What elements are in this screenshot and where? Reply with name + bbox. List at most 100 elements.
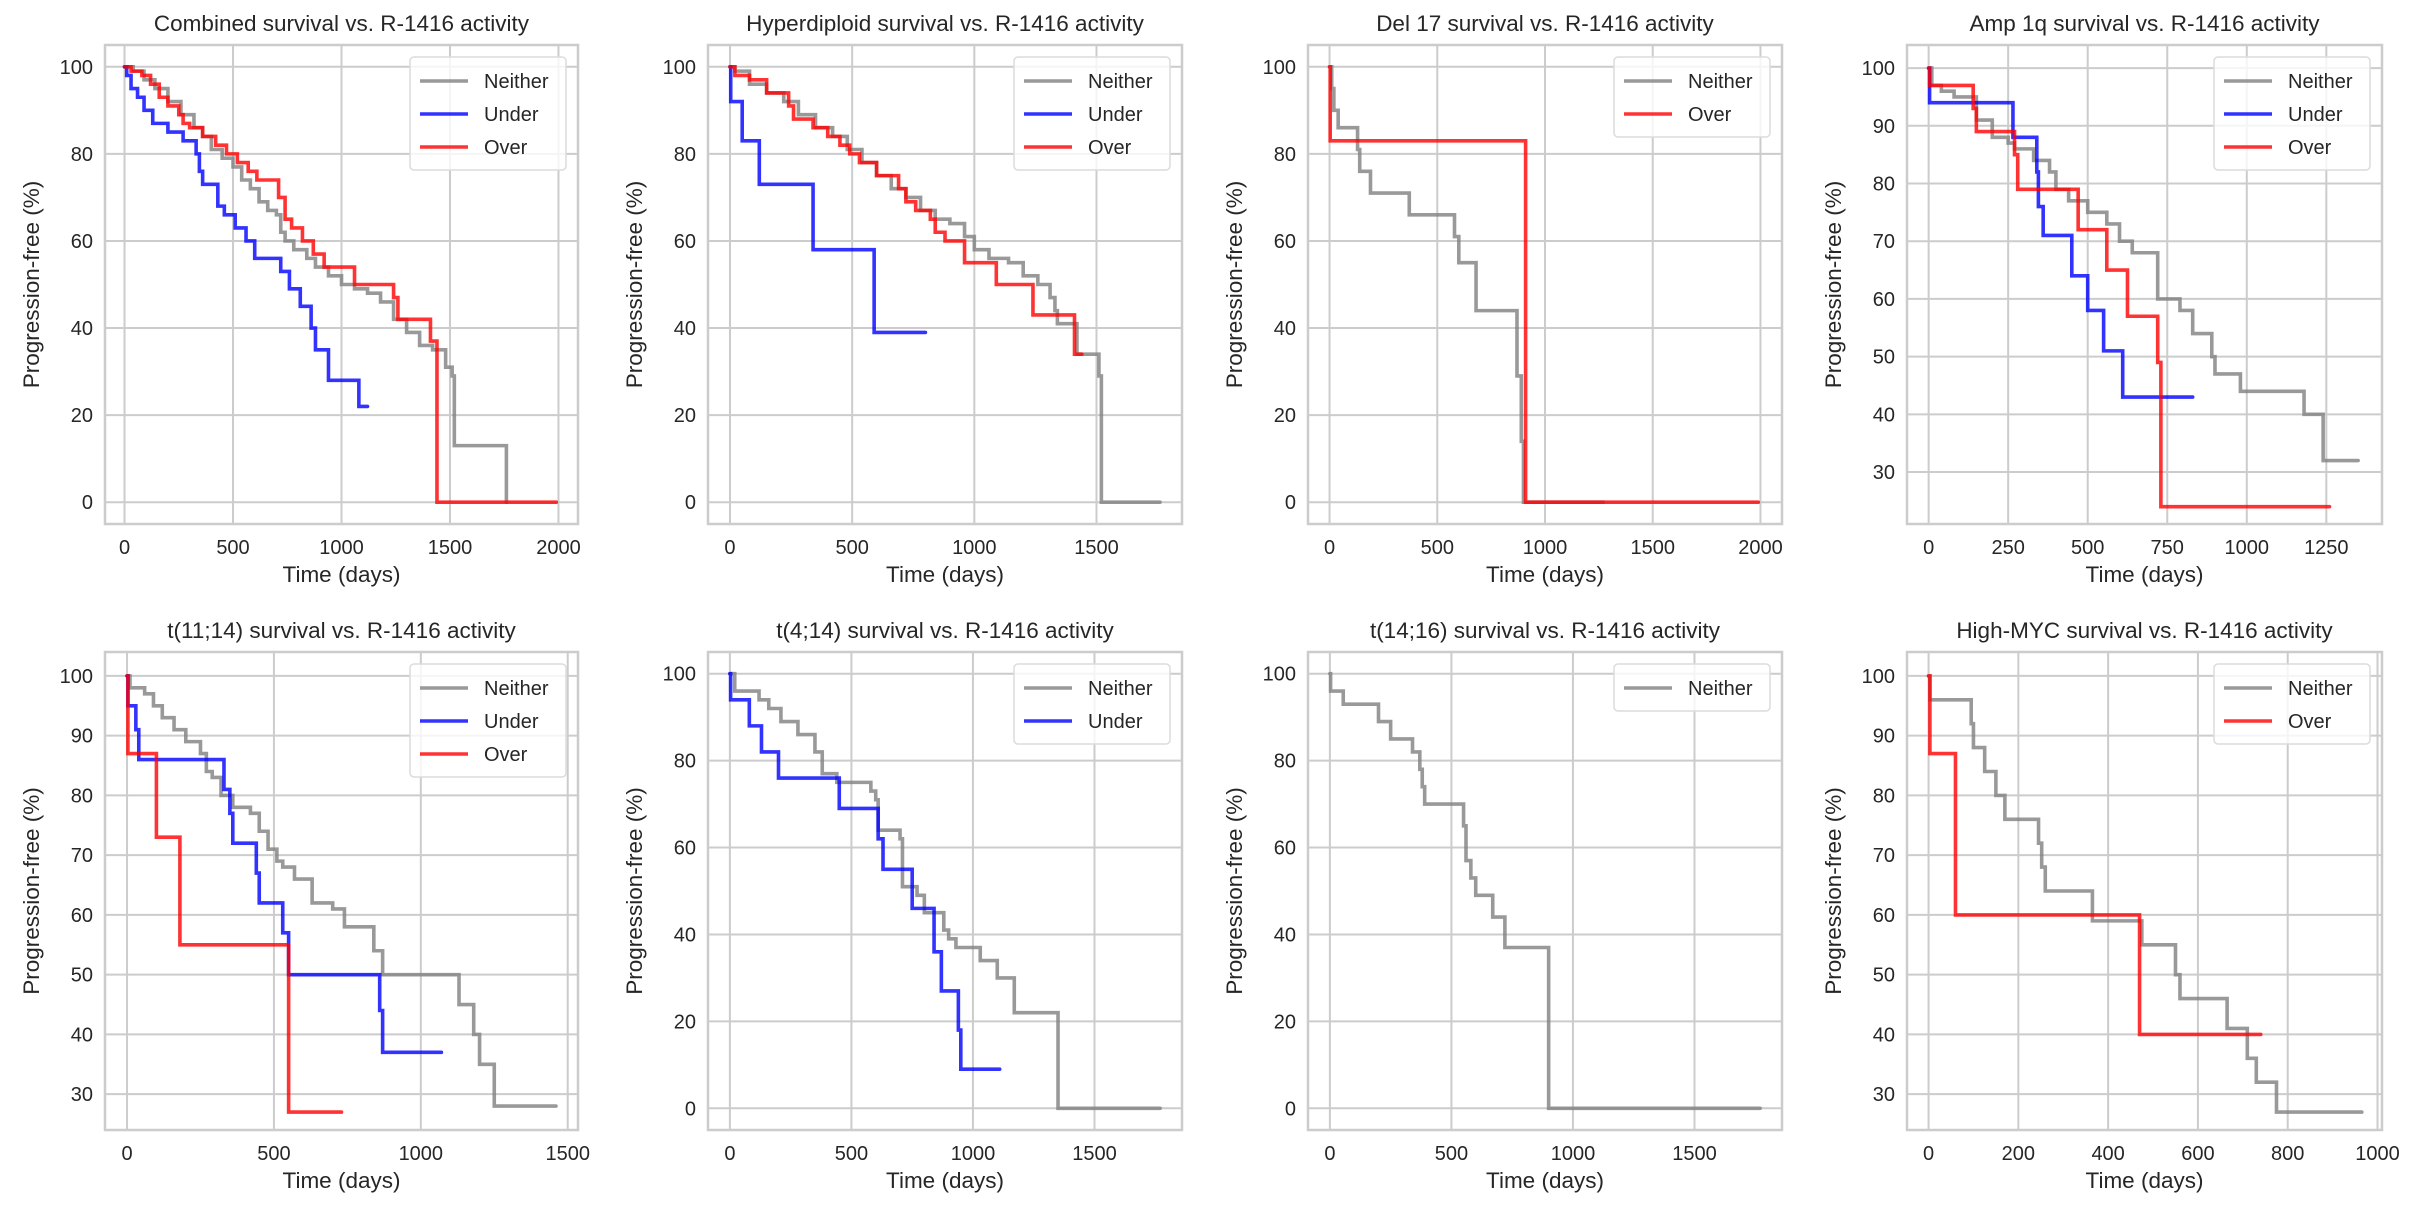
chart-title: t(14;16) survival vs. R-1416 activity	[1370, 618, 1721, 643]
legend: Neither Under Over	[1013, 56, 1171, 171]
x-tick-label: 1000	[319, 537, 364, 559]
x-tick-label: 1500	[1630, 537, 1675, 559]
survival-curve-over	[1327, 64, 1761, 505]
survival-curve-over	[125, 674, 344, 1114]
y-tick-label: 60	[1274, 838, 1296, 860]
x-tick-label: 1500	[1672, 1143, 1717, 1165]
legend-box	[409, 663, 567, 778]
legend-label-over: Over	[2288, 137, 2332, 159]
legend-label-neither: Neither	[484, 71, 549, 93]
survival-curve-neither	[728, 64, 1162, 505]
survival-curve-under	[1926, 66, 2195, 399]
subplot-7: 0 500 1000 1500 0 20 40 60 80 100 t(14;16) surviva…	[1222, 618, 1784, 1193]
legend-label-under: Under	[1088, 711, 1143, 733]
subplot-4: 0 250 500 750 1000 1250 30 40 50 60 70 80 90 100 Amp 1…	[1821, 11, 2384, 587]
x-tick-label: 500	[257, 1143, 290, 1165]
x-tick-label: 400	[2091, 1143, 2124, 1165]
y-tick-label: 100	[60, 666, 93, 688]
y-tick-label: 90	[1873, 116, 1895, 138]
y-tick-label: 40	[1274, 318, 1296, 340]
chart-title: Amp 1q survival vs. R-1416 activity	[1969, 11, 2320, 36]
chart-title: t(4;14) survival vs. R-1416 activity	[776, 618, 1114, 643]
y-tick-label: 80	[1873, 174, 1895, 196]
legend-label-neither: Neither	[1088, 71, 1153, 93]
y-axis-label: Progression-free (%)	[622, 787, 647, 995]
survival-curve-over	[728, 64, 1084, 356]
legend-box	[1613, 56, 1771, 138]
y-tick-label: 60	[71, 905, 93, 927]
x-tick-label: 0	[1324, 1143, 1335, 1165]
x-axis-label: Time (days)	[886, 1168, 1004, 1193]
legend: Neither Over	[1613, 56, 1771, 138]
x-tick-label: 0	[1324, 537, 1335, 559]
x-axis-label: Time (days)	[1486, 1168, 1604, 1193]
y-tick-label: 30	[1873, 462, 1895, 484]
y-axis-label: Progression-free (%)	[1821, 181, 1846, 389]
legend: Neither Under Over	[2213, 56, 2371, 171]
x-tick-label: 1500	[428, 537, 473, 559]
x-tick-label: 500	[835, 537, 868, 559]
legend: Neither Over	[2213, 663, 2371, 745]
y-tick-label: 50	[71, 965, 93, 987]
y-tick-label: 20	[674, 1011, 696, 1033]
x-tick-label: 1000	[951, 1143, 996, 1165]
legend-label-over: Over	[1088, 137, 1132, 159]
y-tick-label: 60	[1873, 905, 1895, 927]
legend-label-over: Over	[2288, 711, 2332, 733]
x-tick-label: 1000	[1551, 1143, 1596, 1165]
y-tick-label: 50	[1873, 965, 1895, 987]
y-tick-label: 40	[1873, 404, 1895, 426]
y-tick-label: 20	[1274, 405, 1296, 427]
survival-curve-neither	[125, 674, 558, 1108]
survival-curve-under	[122, 64, 370, 409]
x-tick-label: 0	[724, 1143, 735, 1165]
legend-label-under: Under	[484, 104, 539, 126]
y-tick-label: 100	[663, 57, 696, 79]
y-tick-label: 0	[685, 492, 696, 514]
y-tick-label: 40	[71, 1024, 93, 1046]
legend-label-over: Over	[484, 744, 528, 766]
y-tick-label: 60	[1873, 289, 1895, 311]
legend: Neither Under Over	[409, 663, 567, 778]
legend-label-over: Over	[1688, 104, 1732, 126]
x-tick-label: 1000	[952, 537, 997, 559]
survival-curve-over	[1926, 674, 2263, 1037]
axes-frame	[1306, 43, 1784, 526]
y-tick-label: 30	[1873, 1084, 1895, 1106]
y-tick-label: 0	[1285, 492, 1296, 514]
x-axis-label: Time (days)	[2086, 562, 2204, 587]
x-axis-label: Time (days)	[283, 562, 401, 587]
subplot-3: 0 500 1000 1500 2000 0 20 40 60 80 100 Del 17 survi…	[1222, 11, 1784, 587]
y-tick-label: 20	[71, 405, 93, 427]
x-tick-label: 0	[121, 1143, 132, 1165]
axes-frame	[1905, 43, 2384, 526]
legend-label-neither: Neither	[2288, 678, 2353, 700]
x-tick-label: 0	[1923, 1143, 1934, 1165]
subplot-1: 0 500 1000 1500 2000 0 20 40 60 80 100 Combined sur…	[19, 11, 581, 587]
y-tick-label: 80	[71, 785, 93, 807]
y-tick-label: 80	[1274, 751, 1296, 773]
chart-title: Hyperdiploid survival vs. R-1416 activit…	[746, 11, 1144, 36]
x-axis-label: Time (days)	[2086, 1168, 2204, 1193]
x-tick-label: 500	[1421, 537, 1454, 559]
x-axis-label: Time (days)	[886, 562, 1004, 587]
x-tick-label: 2000	[1738, 537, 1783, 559]
x-tick-label: 1000	[2355, 1143, 2400, 1165]
x-tick-label: 0	[724, 537, 735, 559]
x-tick-label: 750	[2151, 537, 2184, 559]
chart-title: Combined survival vs. R-1416 activity	[154, 11, 530, 36]
subplot-8: 0 200 400 600 800 1000 30 40 50 60 70 80 90 100 High-M…	[1821, 618, 2400, 1193]
y-tick-label: 60	[674, 838, 696, 860]
y-axis-label: Progression-free (%)	[19, 181, 44, 389]
y-axis-label: Progression-free (%)	[1222, 181, 1247, 389]
y-tick-label: 40	[674, 318, 696, 340]
x-tick-label: 200	[2002, 1143, 2035, 1165]
y-tick-label: 100	[663, 664, 696, 686]
legend-label-neither: Neither	[1688, 71, 1753, 93]
legend-label-under: Under	[484, 711, 539, 733]
x-tick-label: 500	[1435, 1143, 1468, 1165]
x-tick-label: 0	[1923, 537, 1934, 559]
y-tick-label: 70	[1873, 231, 1895, 253]
x-tick-label: 800	[2271, 1143, 2304, 1165]
y-tick-label: 80	[674, 144, 696, 166]
